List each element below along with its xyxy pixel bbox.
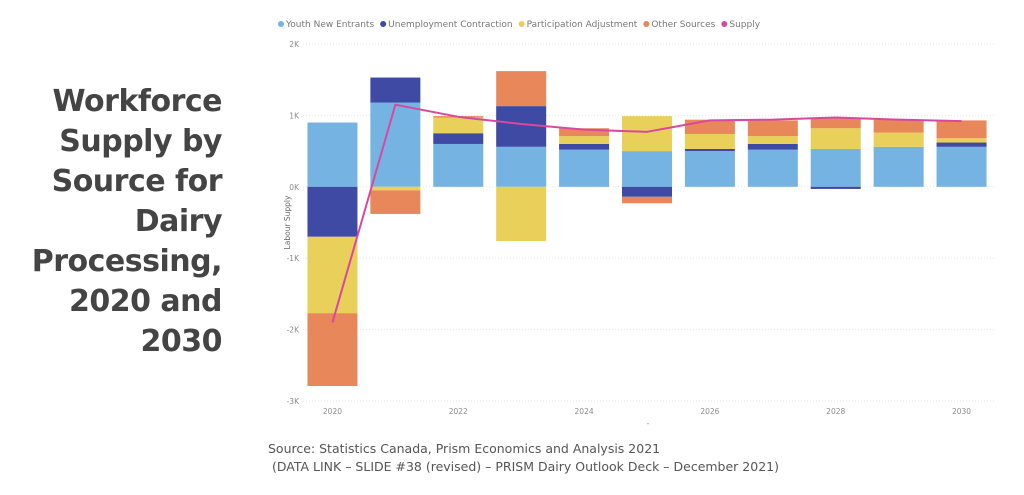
y-axis-label: Labour Supply xyxy=(283,195,292,249)
bar-segment-participation-adjustment xyxy=(307,236,358,314)
bar-segment-unemployment-contraction xyxy=(747,143,798,150)
bar-segment-youth-new-entrants xyxy=(810,148,861,187)
bar-segment-unemployment-contraction xyxy=(433,133,484,144)
slide-title: Workforce Supply by Source for Dairy Process… xyxy=(0,82,223,362)
title-line: Source for xyxy=(51,164,223,199)
title-line: Dairy xyxy=(134,204,223,239)
title-line: Supply by xyxy=(59,124,222,159)
legend-label: Supply xyxy=(729,20,760,30)
source-line: Source: Statistics Canada, Prism Economi… xyxy=(268,441,661,456)
bar-segment-other-sources xyxy=(370,190,421,214)
y-tick-label: -3K xyxy=(287,397,300,406)
x-tick-label: 2026 xyxy=(700,407,719,416)
bar-segment-unemployment-contraction xyxy=(370,77,421,103)
bar-segment-unemployment-contraction xyxy=(684,148,735,152)
bar-segment-youth-new-entrants xyxy=(370,102,421,187)
bar-segment-unemployment-contraction xyxy=(936,142,987,147)
legend-label: Unemployment Contraction xyxy=(388,20,512,30)
y-tick-label: -2K xyxy=(287,326,300,335)
bar-segment-other-sources xyxy=(622,196,672,204)
bar-segment-participation-adjustment xyxy=(684,133,735,149)
x-tick-label: 2030 xyxy=(952,407,971,416)
x-tick-label: 2022 xyxy=(449,407,468,416)
bar-segment-unemployment-contraction xyxy=(810,186,861,189)
bar-segment-participation-adjustment xyxy=(559,136,610,144)
title-line: 2030 xyxy=(140,324,223,359)
bar-segment-youth-new-entrants xyxy=(747,149,798,187)
bar-segment-youth-new-entrants xyxy=(433,143,484,187)
bar-segment-participation-adjustment xyxy=(622,116,672,152)
bar-segment-youth-new-entrants xyxy=(873,146,924,187)
title-line: 2020 and xyxy=(68,284,223,319)
y-tick-label: 2K xyxy=(289,40,300,49)
bar-segment-unemployment-contraction xyxy=(307,186,358,237)
bar-segment-participation-adjustment xyxy=(810,128,861,149)
bar-segment-youth-new-entrants xyxy=(684,151,735,187)
legend-marker xyxy=(643,21,650,27)
bar-segment-other-sources xyxy=(747,120,798,137)
legend-marker xyxy=(518,21,525,27)
bar-segment-unemployment-contraction xyxy=(622,186,672,197)
legend-marker xyxy=(380,21,387,27)
y-tick-label: 1K xyxy=(289,111,300,120)
bar-segment-youth-new-entrants xyxy=(559,149,610,187)
legend-marker xyxy=(278,21,284,27)
bar-segment-other-sources xyxy=(873,119,924,133)
bar-segment-participation-adjustment xyxy=(370,186,421,191)
bar-segment-participation-adjustment xyxy=(873,132,924,147)
bar-segment-youth-new-entrants xyxy=(307,122,358,187)
bar-segment-other-sources xyxy=(810,117,861,129)
y-tick-label: 0K xyxy=(289,183,300,192)
bar-segment-youth-new-entrants xyxy=(622,151,672,187)
bar-segment-participation-adjustment xyxy=(936,138,987,143)
bar-segment-unemployment-contraction xyxy=(559,143,610,150)
bar-segment-youth-new-entrants xyxy=(496,146,547,187)
bar-segment-other-sources xyxy=(496,71,547,107)
bar-segment-participation-adjustment xyxy=(747,136,798,144)
legend-marker xyxy=(721,21,728,27)
x-tick-label: 2028 xyxy=(826,407,845,416)
legend-label: Youth New Entrants xyxy=(285,20,374,30)
legend-label: Participation Adjustment xyxy=(527,20,638,30)
data-link-line: (DATA LINK – SLIDE #38 (revised) – PRISM… xyxy=(268,459,779,474)
bar-segment-other-sources xyxy=(307,313,358,387)
legend-label: Other Sources xyxy=(651,20,715,30)
supply-line xyxy=(331,103,962,323)
bar-segment-youth-new-entrants xyxy=(936,146,987,187)
source-note: Source: Statistics Canada, Prism Economi… xyxy=(268,440,779,476)
bar-segment-other-sources xyxy=(684,119,735,134)
bar-segment-other-sources xyxy=(936,120,987,139)
bar-segment-other-sources xyxy=(559,128,610,137)
title-line: Workforce xyxy=(52,84,223,119)
title-line: Processing, xyxy=(31,244,223,279)
x-axis-title: - xyxy=(647,419,650,428)
x-tick-label: 2020 xyxy=(323,407,342,416)
x-tick-label: 2024 xyxy=(575,407,594,416)
bar-segment-participation-adjustment xyxy=(433,117,484,134)
y-tick-label: -1K xyxy=(287,254,300,263)
bar-segment-participation-adjustment xyxy=(496,186,547,242)
